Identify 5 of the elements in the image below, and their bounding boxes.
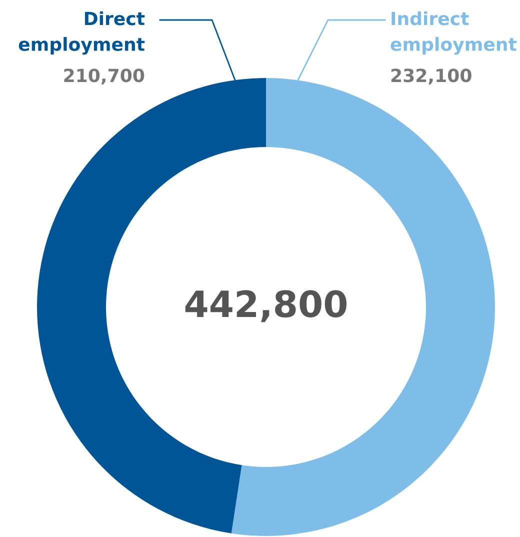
slice-label: Direct employment — [18, 11, 145, 55]
text: 442,800 — [185, 290, 347, 322]
data-label: 210,700 — [64, 68, 144, 85]
data-label: 232,100 — [391, 68, 472, 85]
slice-label: Indirect employment — [390, 11, 516, 55]
